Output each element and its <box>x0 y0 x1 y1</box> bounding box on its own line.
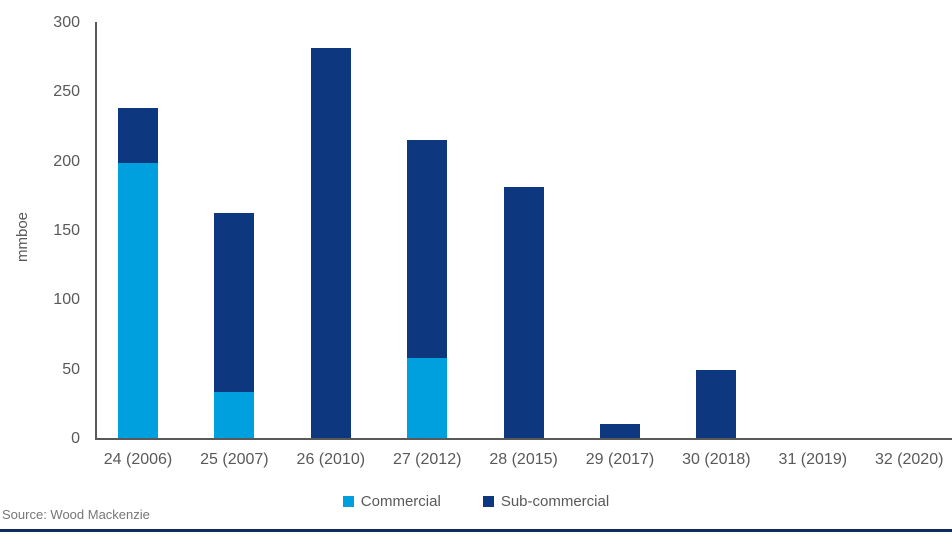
bar-segment-sub-commercial <box>214 213 255 393</box>
x-axis-label: 27 (2012) <box>392 451 462 468</box>
y-tick-label: 250 <box>53 83 80 101</box>
footer-rule <box>0 529 952 532</box>
x-axis-label: 30 (2018) <box>682 451 751 468</box>
y-axis-line <box>95 22 97 440</box>
x-axis-label: 31 (2019) <box>778 451 848 468</box>
bar-segment-sub-commercial <box>118 107 158 164</box>
y-tick-label: 0 <box>71 430 80 447</box>
y-tick-label: 100 <box>53 291 80 309</box>
legend-swatch-icon <box>482 496 494 507</box>
bar-segment-sub-commercial <box>696 370 737 438</box>
y-tick-label: 150 <box>53 222 80 239</box>
source-note: Source: Wood Mackenzie <box>2 507 150 522</box>
bar-segment-sub-commercial <box>503 187 544 438</box>
x-axis-label: 29 (2017) <box>585 451 655 468</box>
bar-segment-sub-commercial <box>407 139 448 358</box>
x-axis-label: 28 (2015) <box>489 451 558 468</box>
legend: Commercial Sub-commercial <box>0 493 952 510</box>
legend-item-commercial: Commercial <box>342 493 441 510</box>
x-axis-line <box>95 438 952 440</box>
bar-segment-sub-commercial <box>600 424 640 438</box>
legend-label: Sub-commercial <box>500 493 610 510</box>
y-tick-label: 300 <box>53 14 80 31</box>
y-tick-label: 200 <box>53 152 80 170</box>
legend-label: Commercial <box>360 493 441 510</box>
legend-swatch-icon <box>342 496 354 507</box>
bar-segment-commercial <box>118 163 158 438</box>
x-axis-label: 32 (2020) <box>874 451 944 468</box>
y-tick-label: 50 <box>62 360 80 378</box>
bar-segment-commercial <box>214 392 255 438</box>
bar-segment-sub-commercial <box>310 48 351 438</box>
bar-segment-commercial <box>407 357 448 438</box>
x-axis-label: 25 (2007) <box>200 451 269 468</box>
x-axis-label: 24 (2006) <box>103 451 173 468</box>
legend-item-sub-commercial: Sub-commercial <box>482 493 610 510</box>
x-axis-label: 26 (2010) <box>296 451 366 468</box>
